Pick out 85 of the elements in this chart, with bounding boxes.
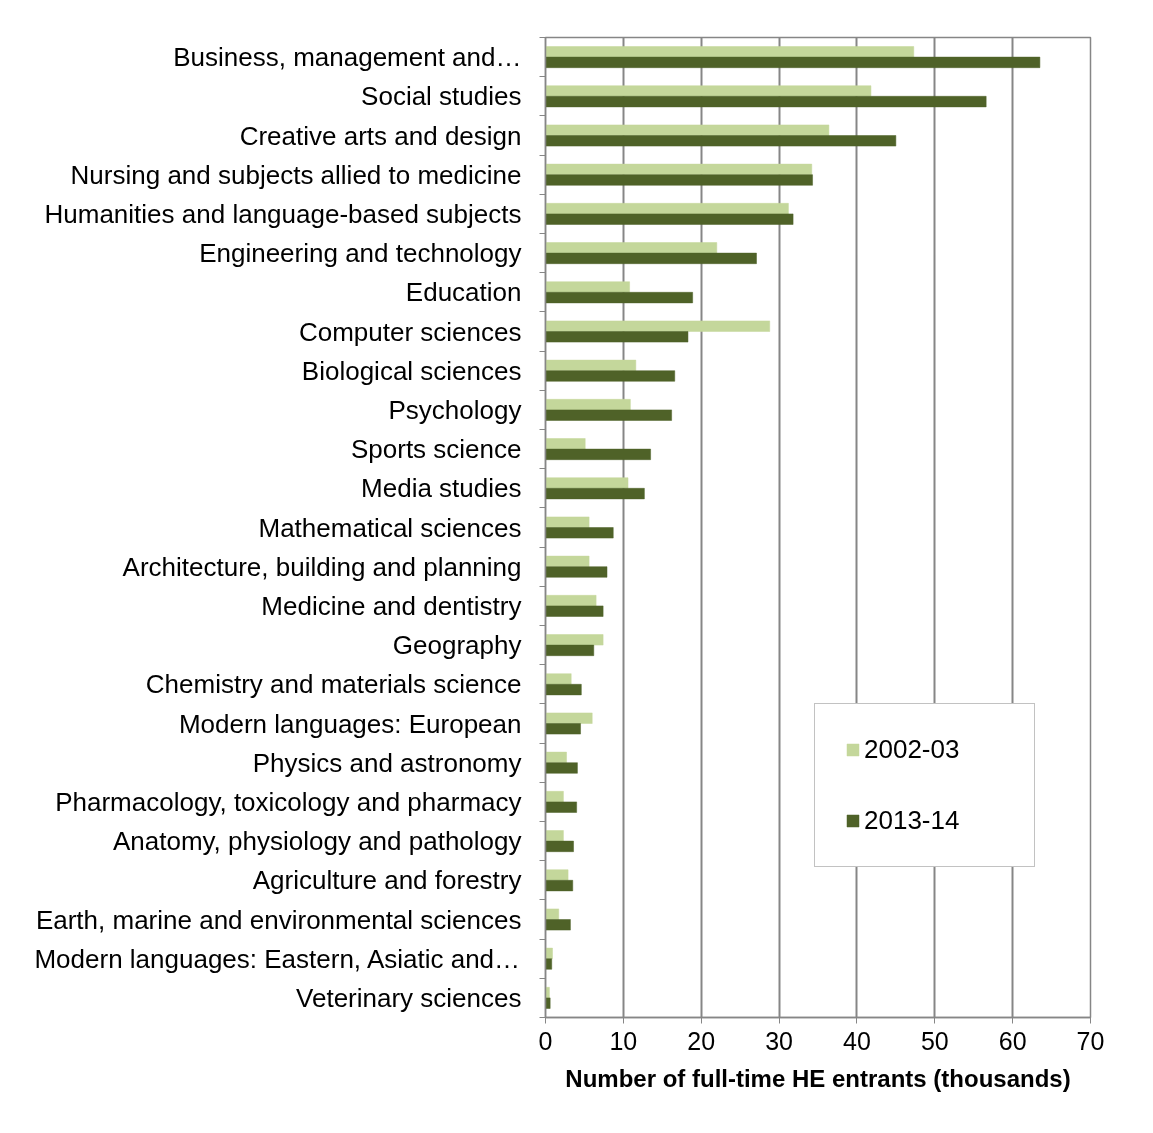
bar (545, 252, 757, 264)
x-tick-label: 20 (687, 1026, 716, 1055)
x-tick-label: 10 (609, 1026, 638, 1055)
y-tick-label: Computer sciences (298, 316, 522, 347)
bar (545, 840, 574, 852)
bar (545, 292, 693, 304)
y-tick-label: Sports science (350, 434, 522, 465)
bar (545, 527, 614, 539)
legend-label: 2013-14 (864, 805, 961, 836)
bar (545, 723, 581, 735)
y-tick-label: Chemistry and materials science (145, 669, 522, 700)
bar (545, 135, 897, 147)
bar (545, 830, 564, 842)
x-tick-label: 0 (538, 1026, 553, 1055)
y-tick-label: Humanities and language-based subjects (44, 198, 522, 229)
y-tick-label: Biological sciences (301, 355, 522, 386)
bar (545, 791, 564, 803)
bar (545, 605, 604, 617)
y-tick-label: Media studies (361, 473, 522, 504)
bar (545, 634, 604, 646)
y-tick-label: Business, management and… (173, 42, 522, 73)
y-tick-label: Medicine and dentistry (261, 590, 522, 621)
bar (545, 242, 718, 254)
bar (545, 359, 637, 371)
bar (545, 448, 651, 460)
y-tick-label: Anatomy, physiology and pathology (112, 826, 522, 857)
y-tick-label: Education (405, 277, 522, 308)
y-tick-label: Nursing and subjects allied to medicine (70, 159, 522, 190)
bar (545, 919, 571, 931)
y-tick-label: Modern languages: European (178, 708, 522, 739)
y-tick-label: Social studies (361, 81, 522, 112)
bar (545, 96, 987, 108)
bar (545, 908, 559, 920)
y-tick-label: Physics and astronomy (252, 747, 522, 778)
bar (545, 399, 631, 411)
bar (545, 684, 582, 696)
y-tick-label: Veterinary sciences (296, 982, 522, 1013)
bar (545, 331, 689, 343)
y-tick-label: Mathematical sciences (258, 512, 522, 543)
y-tick-label: Architecture, building and planning (122, 551, 522, 582)
bar (545, 320, 770, 332)
bar (545, 644, 595, 656)
bar (545, 595, 597, 607)
bar (545, 124, 830, 136)
bar (545, 213, 794, 225)
bar (545, 174, 813, 186)
x-axis-title: Number of full-time HE entrants (thousands) (565, 1064, 1071, 1092)
bar (545, 947, 553, 959)
bar (545, 997, 551, 1009)
bar (545, 801, 577, 813)
bar (545, 880, 573, 892)
bar (545, 751, 567, 763)
bar (545, 203, 789, 215)
y-tick-label: Psychology (388, 394, 522, 425)
bar (545, 438, 586, 450)
x-tick-label: 70 (1076, 1026, 1105, 1055)
bar (545, 516, 590, 528)
bar (545, 488, 645, 500)
y-tick-label: Engineering and technology (199, 238, 522, 269)
y-tick-label: Agriculture and forestry (252, 865, 522, 896)
y-tick-label: Pharmacology, toxicology and pharmacy (55, 786, 522, 817)
x-tick-label: 30 (765, 1026, 793, 1055)
bar (545, 477, 629, 489)
bar (545, 712, 593, 724)
bar (545, 56, 1041, 68)
bar (545, 566, 608, 578)
bar (545, 409, 672, 421)
bar (545, 762, 578, 774)
y-tick-label: Geography (392, 630, 522, 661)
bar (545, 370, 675, 382)
y-tick-label: Earth, marine and environmental sciences (35, 904, 522, 935)
bar (545, 163, 813, 175)
bar (545, 46, 915, 58)
bar (545, 555, 590, 567)
x-tick-label: 40 (843, 1026, 871, 1055)
y-tick-label: Modern languages: Eastern, Asiatic and… (34, 943, 521, 974)
bar (545, 85, 872, 97)
bar (545, 281, 630, 293)
bar (545, 958, 552, 970)
x-tick-label: 50 (920, 1026, 949, 1055)
bar (545, 869, 569, 881)
bar (545, 673, 572, 685)
y-tick-label: Creative arts and design (239, 120, 522, 151)
legend-label: 2002-03 (864, 734, 961, 765)
x-tick-label: 60 (998, 1026, 1027, 1055)
